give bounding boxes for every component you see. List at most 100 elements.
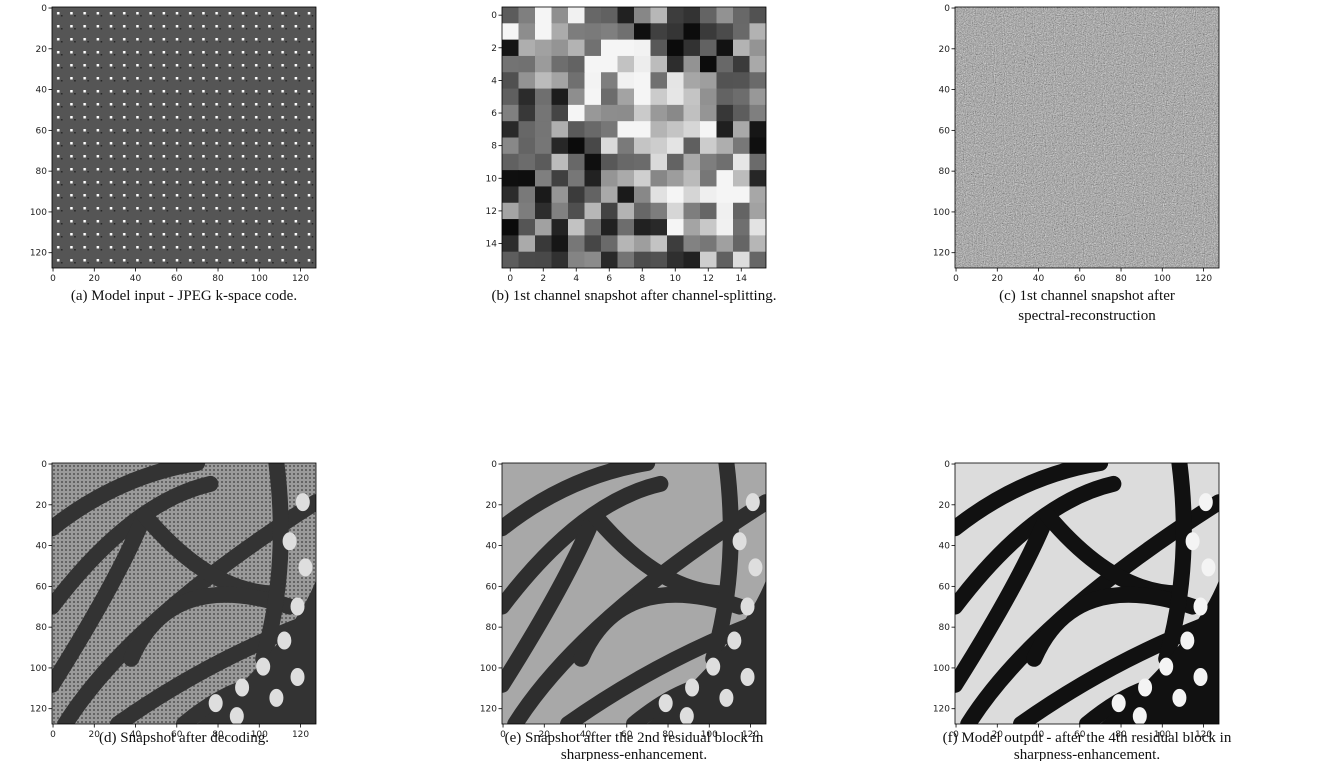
y-tick-label: 40: [939, 86, 951, 96]
image-cell: [684, 89, 701, 106]
image-cell: [651, 203, 668, 220]
wing-spot: [1199, 493, 1213, 511]
image-cell: [651, 252, 668, 269]
image-cell: [568, 89, 585, 106]
image-cell: [552, 138, 569, 155]
image-cell: [535, 23, 552, 40]
image-cell: [717, 7, 734, 24]
image-cell: [519, 203, 536, 220]
y-tick-label: 60: [36, 582, 48, 592]
image-cell: [667, 23, 684, 40]
image-cell: [535, 203, 552, 220]
image-cell: [502, 105, 519, 122]
y-tick-label: 120: [933, 705, 950, 715]
wing-spot: [748, 558, 762, 576]
image-cell: [667, 121, 684, 138]
image-cell: [733, 170, 750, 187]
image-cell: [750, 7, 767, 24]
image-cell: [519, 40, 536, 57]
image-cell: [634, 235, 651, 252]
image-cell: [733, 154, 750, 171]
image-cell: [667, 219, 684, 236]
image-cell: [700, 138, 717, 155]
x-tick-label: 20: [992, 274, 1004, 284]
image-cell: [552, 170, 569, 187]
image-cell: [733, 40, 750, 57]
y-tick-label: 100: [30, 664, 47, 674]
wing-spot: [1186, 532, 1200, 550]
image-cell: [651, 56, 668, 73]
image-cell: [552, 89, 569, 106]
image-cell: [750, 56, 767, 73]
image-cell: [502, 252, 519, 269]
image-cell: [651, 72, 668, 89]
image-cell: [750, 186, 767, 203]
image-cell: [634, 154, 651, 171]
wing-spot: [1159, 658, 1173, 676]
image-cell: [700, 219, 717, 236]
image-cell: [535, 252, 552, 269]
image-cell: [535, 72, 552, 89]
image-cell: [667, 235, 684, 252]
image-cell: [667, 154, 684, 171]
image-cell: [684, 203, 701, 220]
y-tick-label: 40: [486, 542, 498, 552]
y-tick-label: 100: [933, 664, 950, 674]
wing-spot: [256, 658, 270, 676]
image-cell: [535, 138, 552, 155]
image-cell: [634, 7, 651, 24]
image-cell: [502, 235, 519, 252]
image-cell: [684, 121, 701, 138]
y-tick-label: 60: [36, 126, 48, 136]
image-cell: [552, 203, 569, 220]
image-cell: [717, 186, 734, 203]
image-cell: [502, 72, 519, 89]
image-cell: [568, 72, 585, 89]
image-cell: [733, 252, 750, 269]
y-tick-label: 20: [36, 45, 48, 55]
wing-spot: [741, 668, 755, 686]
wing-spot: [298, 558, 312, 576]
caption: (b) 1st channel snapshot after channel-s…: [492, 288, 777, 304]
x-tick-label: 40: [130, 274, 142, 284]
x-tick-label: 100: [251, 274, 268, 284]
image-cell: [519, 252, 536, 269]
x-tick-label: 60: [171, 274, 183, 284]
image-cell: [667, 138, 684, 155]
image-cell: [750, 40, 767, 57]
wing-spot: [685, 678, 699, 696]
image-cell: [535, 219, 552, 236]
image-cell: [700, 154, 717, 171]
panel-image: [52, 7, 316, 268]
wing-spot: [1201, 558, 1215, 576]
x-tick-label: 2: [540, 274, 546, 284]
x-tick-label: 120: [292, 274, 309, 284]
image-cell: [601, 138, 618, 155]
image-cell: [585, 72, 602, 89]
wing-spot: [680, 707, 694, 725]
image-cell: [585, 219, 602, 236]
wing-spot: [283, 532, 297, 550]
image-cell: [750, 203, 767, 220]
image-cell: [700, 89, 717, 106]
image-cell: [618, 186, 635, 203]
image-cell: [535, 56, 552, 73]
image-cell: [618, 56, 635, 73]
image-cell: [502, 56, 519, 73]
image-cell: [651, 170, 668, 187]
image-cell: [601, 56, 618, 73]
image-cell: [601, 219, 618, 236]
image-cell: [750, 72, 767, 89]
x-tick-label: 0: [507, 274, 513, 284]
image-cell: [700, 40, 717, 57]
y-tick-label: 80: [939, 167, 951, 177]
image-cell: [700, 56, 717, 73]
image-cell: [684, 186, 701, 203]
image-cell: [700, 72, 717, 89]
image-cell: [717, 56, 734, 73]
image-cell: [502, 186, 519, 203]
image-cell: [519, 170, 536, 187]
image-cell: [552, 121, 569, 138]
x-tick-label: 10: [670, 274, 682, 284]
caption: spectral-reconstruction: [1018, 308, 1156, 324]
